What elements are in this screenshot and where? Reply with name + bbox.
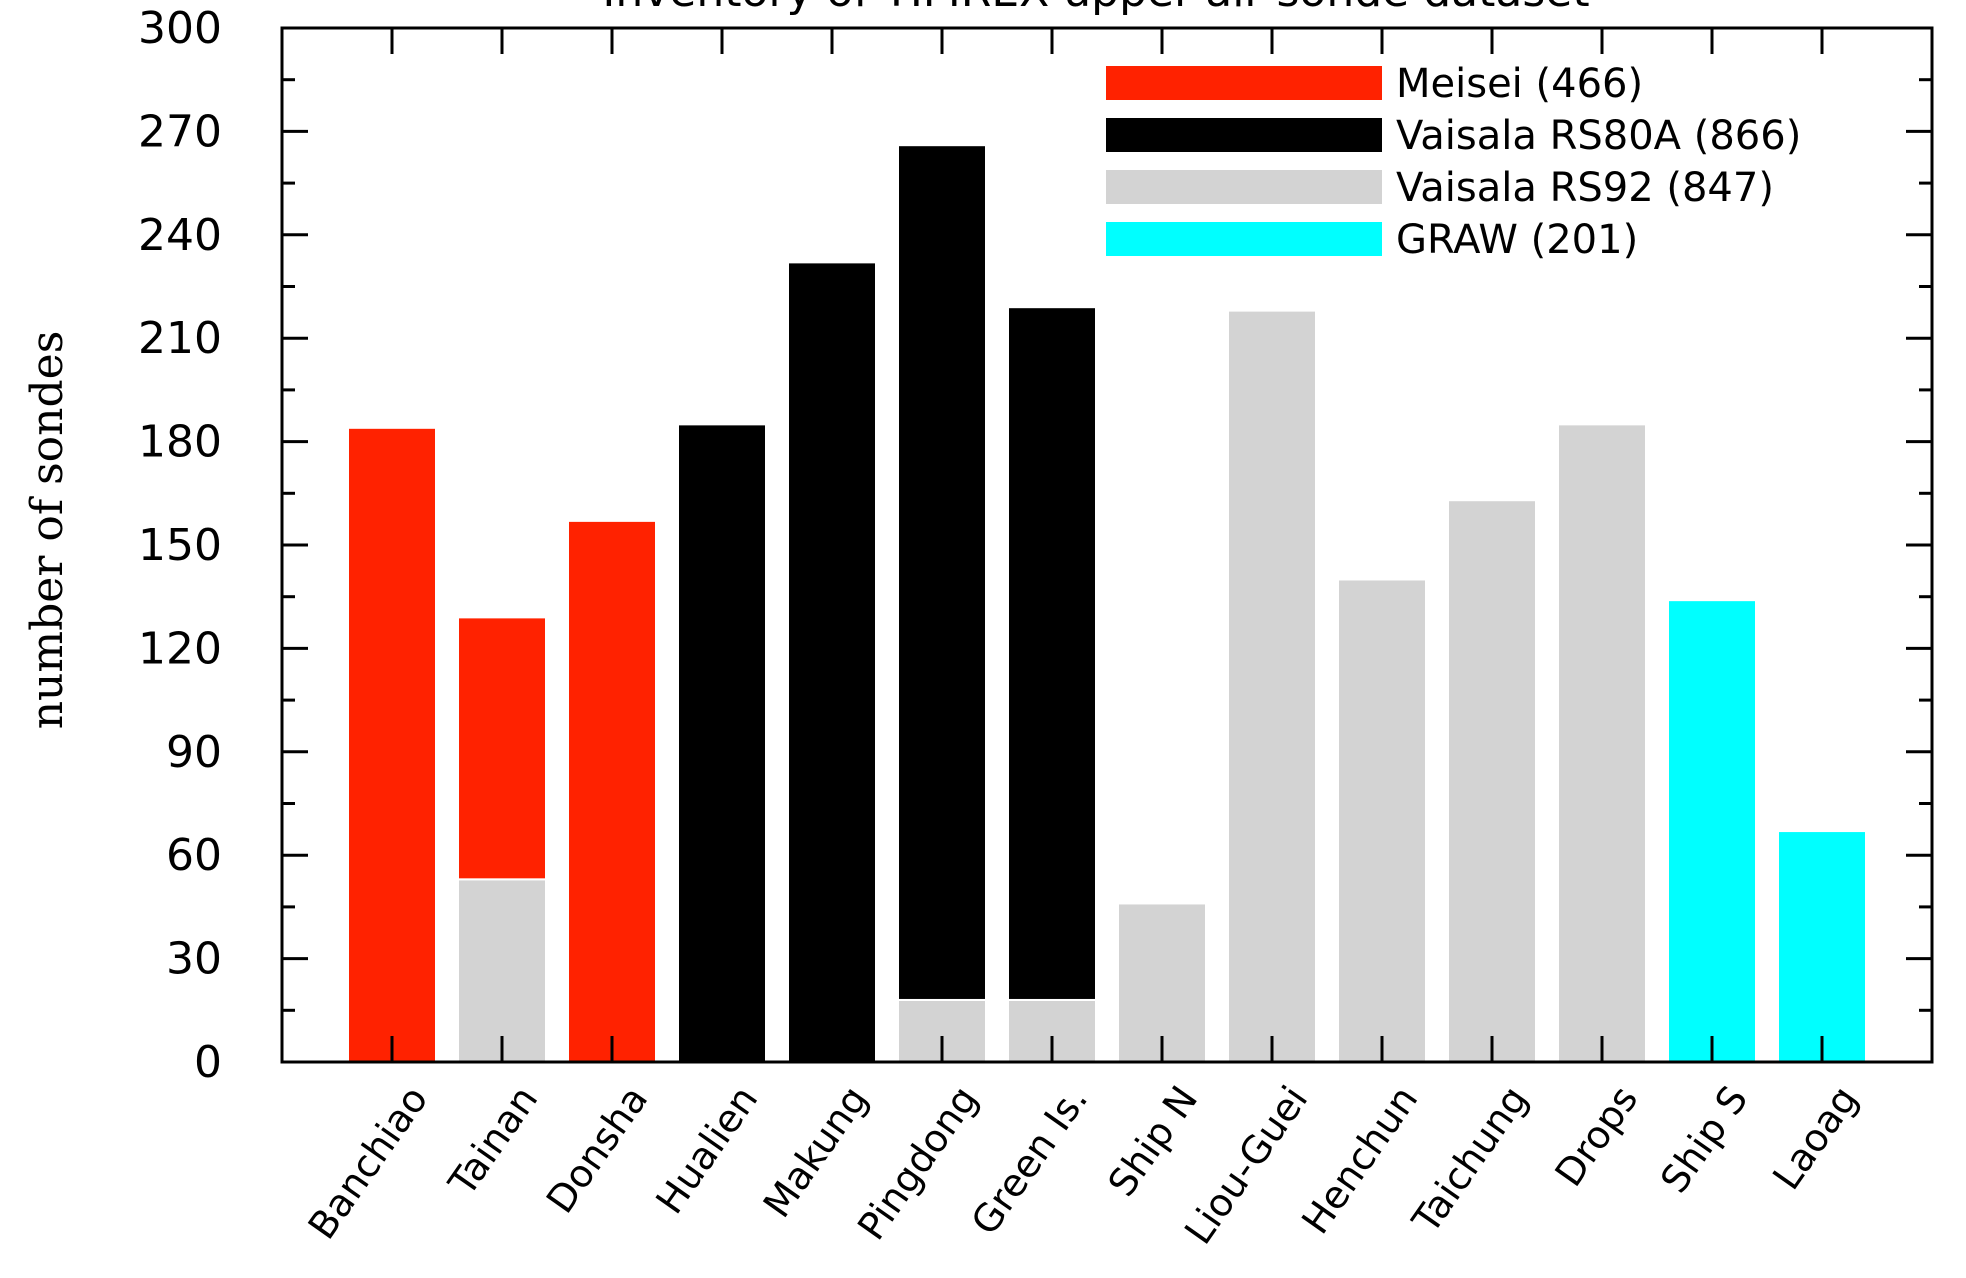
legend: Meisei (466) Vaisala RS80A (866) Vaisala R… [1106,61,1801,263]
bar-makung-series-2 [787,261,877,1063]
bar-tainan-series-1 [457,616,547,881]
bar-ship-s-series-3 [1667,599,1757,1063]
legend-swatch [1106,66,1382,100]
y-tick-label: 30 [166,934,222,985]
y-ticks: 0 30 60 90 120 150 180 210 240 270 300 [138,3,1932,1088]
y-tick-label: 0 [194,1037,222,1088]
y-tick-label: 60 [166,830,222,881]
bar-ship-n-series-0 [1117,902,1207,1063]
x-tick-label: Ship S [1652,1078,1756,1201]
bar-henchun-series-0 [1337,578,1427,1063]
bar-donsha-series-1 [567,519,657,1063]
x-tick-label: Drops [1546,1078,1646,1194]
y-tick-label: 240 [138,210,222,261]
bar-tainan-series-0 [457,878,547,1063]
x-tick-label: Donsha [538,1078,657,1221]
x-tick-label: Laoag [1764,1078,1866,1198]
legend-swatch [1106,222,1382,256]
bar-taichung-series-0 [1447,499,1537,1063]
bar-liou-guei-series-0 [1227,309,1317,1064]
x-tick-label: Ship N [1099,1078,1206,1204]
x-tick-label: Tainan [440,1078,547,1204]
bar-laoag-series-3 [1777,830,1867,1063]
legend-swatch [1106,170,1382,204]
bar-hualien-series-2 [677,423,767,1064]
y-tick-label: 300 [138,3,222,54]
legend-entry: Vaisala RS92 (847) [1396,165,1774,211]
y-tick-label: 150 [138,520,222,571]
y-tick-label: 90 [166,727,222,778]
y-tick-label: 270 [138,106,222,157]
bar-banchiao-series-1 [347,426,437,1063]
legend-entry: Vaisala RS80A (866) [1396,113,1801,159]
chart-title: Inventory of TIMREX upper-air sonde data… [602,0,1589,17]
y-tick-label: 120 [138,623,222,674]
bar-pingdong-series-2 [897,144,987,1001]
legend-swatch [1106,118,1382,152]
y-tick-label: 180 [138,417,222,468]
x-tick-label: Makung [755,1078,877,1225]
x-tick-label: Banchiao [300,1078,437,1247]
legend-entry: GRAW (201) [1396,217,1638,263]
y-tick-label: 210 [138,313,222,364]
y-axis-label: number of sondes [22,331,73,730]
bar-drops-series-0 [1557,423,1647,1064]
x-tick-label: Hualien [647,1078,766,1222]
bars [347,144,1867,1064]
legend-entry: Meisei (466) [1396,61,1643,107]
bar-green-is--series-2 [1007,306,1097,1001]
